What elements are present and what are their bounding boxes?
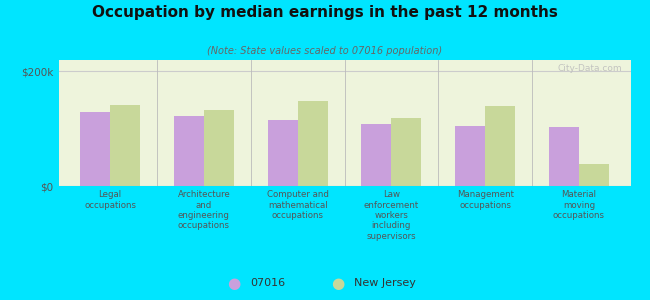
Bar [391,118,421,186]
Bar [579,164,609,186]
Bar [174,116,204,186]
Text: ●: ● [332,276,344,291]
Bar [485,106,515,186]
Bar [361,124,391,186]
Text: New Jersey: New Jersey [354,278,416,289]
Text: (Note: State values scaled to 07016 population): (Note: State values scaled to 07016 popu… [207,46,443,56]
Bar [110,105,140,186]
Bar [298,101,328,186]
Bar [268,120,298,186]
Bar [204,110,234,186]
Text: 07016: 07016 [250,278,285,289]
Bar [549,127,579,186]
Text: City-Data.com: City-Data.com [557,64,622,73]
Bar [80,112,110,186]
Bar [455,126,485,186]
Text: ●: ● [227,276,240,291]
Text: Occupation by median earnings in the past 12 months: Occupation by median earnings in the pas… [92,4,558,20]
